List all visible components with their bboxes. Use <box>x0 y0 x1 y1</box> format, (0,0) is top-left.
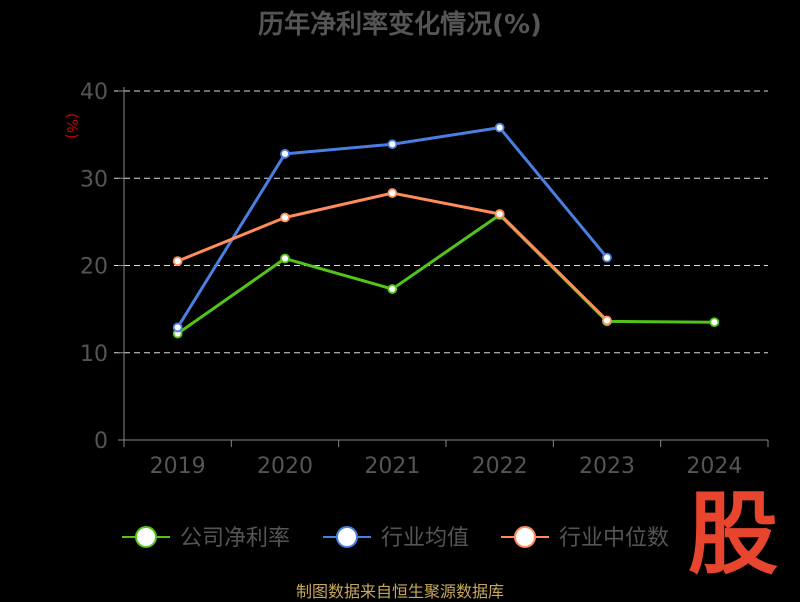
y-axis-label: (%) <box>63 113 81 139</box>
legend-label: 行业中位数 <box>559 526 669 551</box>
x-tick-label: 2023 <box>579 454 635 479</box>
series-point-0 <box>709 317 720 328</box>
series-point-0 <box>280 253 290 264</box>
logo-stamp: 股 <box>688 482 778 587</box>
y-tick-label: 0 <box>94 429 108 454</box>
series-point-2 <box>387 188 398 198</box>
series-line-2 <box>177 191 609 322</box>
footer-source: 制图数据来自恒生聚源数据库 <box>295 582 504 601</box>
series-point-2 <box>494 209 505 219</box>
legend-marker <box>135 526 157 548</box>
series-point-1 <box>387 139 398 150</box>
series-point-2 <box>602 315 612 326</box>
legend-marker <box>336 526 358 548</box>
x-tick-label: 2022 <box>472 454 528 479</box>
series-point-0 <box>387 284 398 294</box>
series-point-2 <box>172 256 183 267</box>
series-point-1 <box>280 148 290 159</box>
x-tick-label: 2024 <box>686 454 742 479</box>
series-point-1 <box>172 322 183 333</box>
x-tick-label: 2021 <box>364 454 420 479</box>
y-tick-label: 30 <box>80 167 108 192</box>
series-point-1 <box>602 252 612 263</box>
series-point-1 <box>494 122 505 133</box>
series-line-0 <box>176 213 715 335</box>
y-tick-label: 40 <box>80 80 108 105</box>
chart-title: 历年净利率变化情况(%) <box>258 10 542 40</box>
y-tick-label: 10 <box>80 342 108 367</box>
series-line-1 <box>176 126 609 329</box>
y-tick-label: 20 <box>80 255 108 280</box>
legend-label: 行业均值 <box>381 526 469 551</box>
legend-marker <box>514 526 536 548</box>
x-tick-label: 2020 <box>257 454 313 479</box>
series-point-2 <box>280 212 290 223</box>
legend-label: 公司净利率 <box>180 526 290 551</box>
x-tick-label: 2019 <box>150 454 206 479</box>
